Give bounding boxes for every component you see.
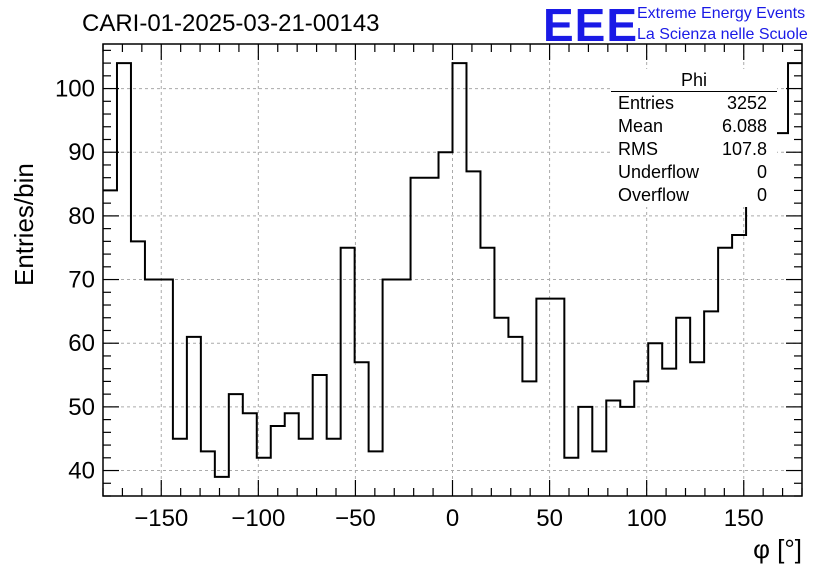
- histogram-outline: [103, 62, 802, 478]
- x-tick-label: 150: [724, 505, 764, 532]
- stats-label: Mean: [618, 116, 664, 136]
- logo-line-1: Extreme Energy Events: [637, 5, 806, 22]
- x-tick-label: 50: [536, 505, 563, 532]
- histogram-bin: [620, 407, 634, 496]
- histogram-bin: [439, 152, 453, 496]
- y-tick-label: 90: [68, 139, 95, 166]
- stats-header: Phi: [611, 69, 777, 92]
- histogram-bin: [564, 458, 578, 496]
- y-axis-label-wrap: Entries/bin: [4, 110, 44, 286]
- stats-label: Underflow: [618, 162, 700, 182]
- histogram-bin: [480, 248, 494, 496]
- histogram-bin: [592, 451, 606, 496]
- histogram-bin: [383, 280, 397, 496]
- histogram-bin: [690, 362, 704, 496]
- stats-row-rms: RMS 107.8: [611, 138, 777, 161]
- y-axis-label: Entries/bin: [9, 163, 39, 286]
- x-axis-label: φ [°]: [753, 534, 802, 564]
- histogram-bin: [718, 248, 732, 496]
- histogram-bin: [662, 369, 676, 496]
- histogram-bin: [327, 439, 341, 496]
- histogram-bin: [648, 343, 662, 496]
- y-tick-label: 50: [68, 394, 95, 421]
- stats-value: 0: [756, 185, 767, 205]
- histogram-bin: [313, 375, 327, 496]
- histogram-bin: [215, 477, 229, 496]
- stats-row-entries: Entries 3252: [611, 92, 777, 115]
- histogram-bin: [522, 381, 536, 496]
- x-tick-label: 0: [446, 505, 459, 532]
- x-tick-label: −150: [134, 505, 188, 532]
- histogram-bin: [760, 178, 774, 496]
- histogram-bin: [606, 401, 620, 496]
- histogram-bin: [466, 171, 480, 496]
- eee-logo-mark: EEE: [543, 0, 639, 51]
- histogram-bin: [243, 413, 257, 496]
- stats-row-mean: Mean 6.088: [611, 115, 777, 138]
- histogram-bin: [425, 178, 439, 496]
- histogram-bin: [536, 299, 550, 496]
- histogram-bin: [201, 451, 215, 496]
- histogram-bin: [369, 451, 383, 496]
- stats-label: RMS: [618, 139, 658, 159]
- histogram-bin: [173, 439, 187, 496]
- logo-line-2: La Scienza nelle Scuole: [637, 26, 808, 43]
- y-tick-label: 60: [68, 330, 95, 357]
- histogram-bin: [411, 178, 425, 496]
- histogram-bin: [397, 280, 411, 496]
- histogram-bin: [299, 439, 313, 496]
- histogram-bin: [578, 407, 592, 496]
- stats-value: 107.8: [721, 139, 767, 159]
- stats-row-underflow: Underflow 0: [611, 161, 777, 184]
- y-tick-label: 40: [68, 458, 95, 485]
- stats-label: Overflow: [618, 185, 690, 205]
- histogram-bin: [285, 413, 299, 496]
- histogram-bin: [550, 299, 564, 496]
- histogram-bin: [271, 426, 285, 496]
- stats-value: 3252: [726, 93, 767, 113]
- histogram-bin: [145, 280, 159, 496]
- chart-title: CARI-01-2025-03-21-00143: [82, 10, 380, 37]
- histogram-bin: [634, 381, 648, 496]
- x-tick-label: 100: [627, 505, 667, 532]
- stats-value: 6.088: [721, 116, 767, 136]
- y-tick-label: 80: [68, 203, 95, 230]
- y-tick-label: 70: [68, 267, 95, 294]
- stats-value: 0: [756, 162, 767, 182]
- histogram-bin: [676, 318, 690, 496]
- x-tick-label: −100: [231, 505, 285, 532]
- histogram-bin: [229, 394, 243, 496]
- stats-row-overflow: Overflow 0: [611, 184, 777, 207]
- x-tick-label: −50: [335, 505, 376, 532]
- stats-label: Entries: [618, 93, 675, 113]
- histogram-bin: [341, 248, 355, 496]
- y-tick-label: 100: [55, 76, 95, 103]
- histogram-bin: [355, 362, 369, 496]
- histogram-bin: [508, 337, 522, 496]
- histogram-bin: [704, 311, 718, 496]
- stats-box: Phi Entries 3252 Mean 6.088 RMS 107.8 Un…: [611, 69, 777, 207]
- histogram-bin: [187, 337, 201, 496]
